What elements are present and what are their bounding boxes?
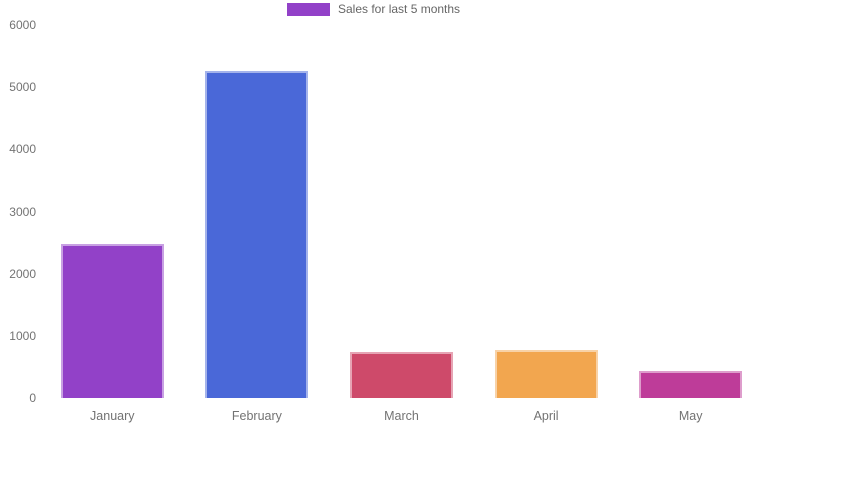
x-label-march: March: [384, 409, 419, 423]
legend-color-swatch: [287, 3, 330, 16]
bar-february[interactable]: [205, 71, 309, 398]
x-label-may: May: [678, 409, 703, 423]
legend-label: Sales for last 5 months: [338, 2, 461, 16]
y-tick-label-1000: 1000: [9, 328, 36, 343]
x-label-february: February: [231, 409, 282, 423]
x-label-april: April: [533, 409, 559, 423]
chart-legend-item[interactable]: Sales for last 5 months: [287, 3, 460, 16]
y-tick-label-6000: 6000: [9, 18, 36, 32]
y-tick-label-5000: 5000: [9, 80, 36, 95]
bar-april[interactable]: [494, 350, 598, 398]
x-label-january: January: [90, 409, 135, 423]
y-tick-label-0: 0: [29, 391, 36, 405]
bar-march[interactable]: [350, 351, 453, 398]
y-tick-label-3000: 3000: [9, 204, 36, 219]
bar-may[interactable]: [639, 371, 743, 398]
y-tick-label-4000: 4000: [9, 142, 36, 157]
y-tick-label-2000: 2000: [9, 266, 36, 281]
bar-january[interactable]: [60, 243, 164, 398]
